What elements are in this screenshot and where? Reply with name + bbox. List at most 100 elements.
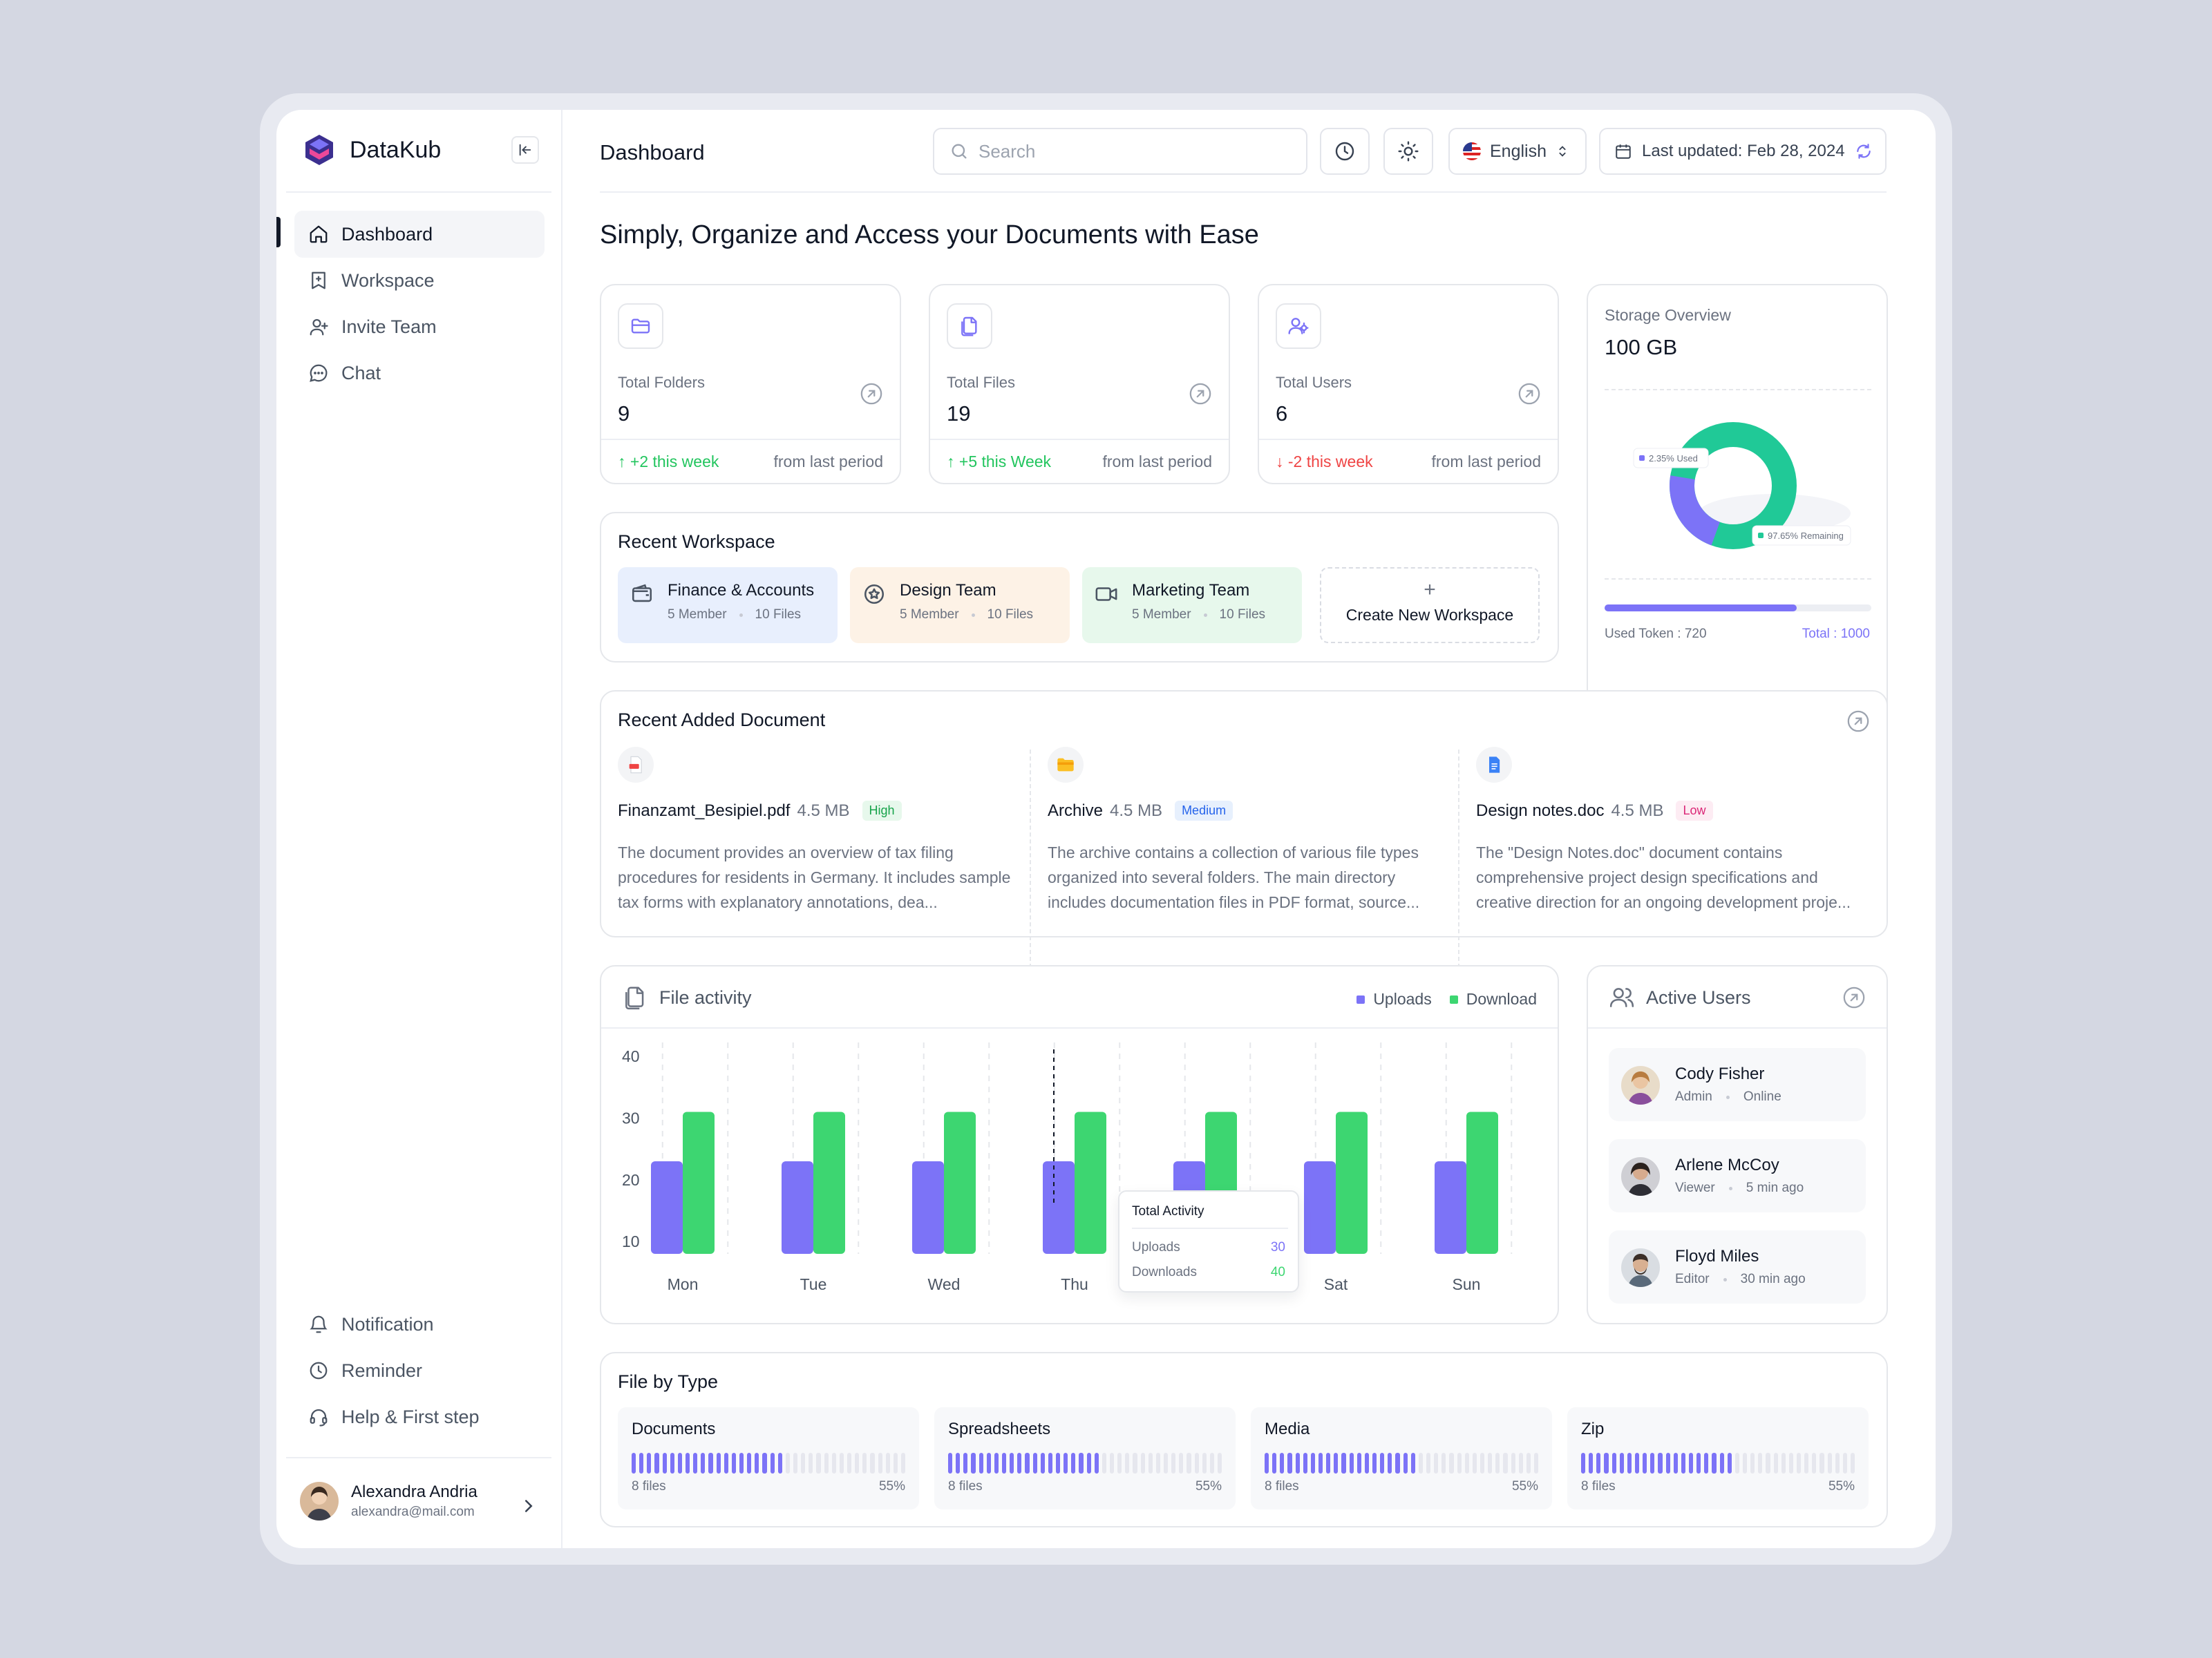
stat-footer: ↓ -2 this week from last period	[1259, 439, 1558, 483]
main-content: Dashboard Search English Last updated: F…	[563, 110, 1936, 1548]
progress-segment	[994, 1453, 999, 1474]
app-name: DataKub	[350, 136, 442, 163]
arrow-up-right-icon[interactable]	[1846, 709, 1870, 733]
workspace-marketing[interactable]: Marketing Team 5 Member 10 Files	[1082, 567, 1302, 643]
bar-download-sat[interactable]	[1336, 1112, 1368, 1254]
progress-segment	[1388, 1453, 1392, 1474]
tooltip-uploads-value: 30	[1270, 1240, 1285, 1255]
document-item[interactable]: Finanzamt_Besipiel.pdf 4.5 MB High The d…	[618, 747, 1019, 915]
priority-badge: Low	[1676, 801, 1713, 821]
progress-segment	[1734, 1453, 1739, 1474]
progress-segment	[1766, 1453, 1770, 1474]
file-type-spreadsheets[interactable]: Spreadsheets 8 files 55%	[934, 1407, 1236, 1509]
file-type-media[interactable]: Media 8 files 55%	[1251, 1407, 1552, 1509]
progress-segment	[1742, 1453, 1748, 1474]
bar-download-thu[interactable]	[1075, 1112, 1106, 1254]
sidebar-item-reminder[interactable]: Reminder	[294, 1347, 545, 1394]
dashboard-headline: Simply, Organize and Access your Documen…	[600, 220, 1259, 249]
x-tick-label: Wed	[928, 1275, 961, 1293]
document-item[interactable]: Archive 4.5 MB Medium The archive contai…	[1048, 747, 1448, 915]
stat-footer: ↑ +5 this Week from last period	[930, 439, 1229, 483]
progress-segment	[1318, 1453, 1323, 1474]
file-activity-title: File activity	[659, 987, 752, 1008]
theme-toggle-button[interactable]	[1383, 128, 1433, 175]
progress-segment	[1449, 1453, 1454, 1474]
logo[interactable]: DataKub	[303, 133, 441, 166]
user-status: 30 min ago	[1740, 1272, 1806, 1286]
priority-badge: Medium	[1175, 801, 1233, 821]
progress-segment	[1750, 1453, 1755, 1474]
user-role: Editor	[1675, 1272, 1710, 1286]
used-label: 2.35% Used	[1649, 453, 1698, 464]
stat-card-users[interactable]: Total Users 6 ↓ -2 this week from last p…	[1258, 284, 1559, 484]
user-name: Floyd Miles	[1675, 1247, 1759, 1266]
bar-download-wed[interactable]	[944, 1112, 976, 1254]
active-user-row[interactable]: Floyd Miles Editor 30 min ago	[1609, 1230, 1866, 1304]
active-user-row[interactable]: Arlene McCoy Viewer 5 min ago	[1609, 1139, 1866, 1212]
sidebar-item-workspace[interactable]: Workspace	[294, 257, 545, 304]
progress-segment	[1781, 1453, 1786, 1474]
active-users-title: Active Users	[1646, 987, 1751, 1008]
tooltip-downloads-label: Downloads	[1132, 1265, 1197, 1279]
file-type-percent: 55%	[878, 1479, 905, 1494]
user-profile[interactable]: Alexandra Andria alexandra@mail.com	[300, 1482, 478, 1521]
sidebar-item-dashboard[interactable]: Dashboard	[294, 211, 545, 258]
last-updated[interactable]: Last updated: Feb 28, 2024	[1599, 128, 1887, 175]
create-workspace-button[interactable]: + Create New Workspace	[1320, 567, 1540, 643]
bar-uploads-tue[interactable]	[782, 1161, 813, 1254]
refresh-icon[interactable]	[1855, 142, 1873, 160]
active-indicator	[276, 217, 281, 247]
search-input[interactable]: Search	[933, 128, 1307, 175]
stat-card-folders[interactable]: Total Folders 9 ↑ +2 this week from last…	[600, 284, 901, 484]
arrow-up-right-icon[interactable]	[1518, 382, 1541, 406]
progress-segment	[1611, 1453, 1616, 1474]
progress-segment	[1658, 1453, 1663, 1474]
workspace-finance[interactable]: Finance & Accounts 5 Member 10 Files	[618, 567, 838, 643]
arrow-up-right-icon[interactable]	[860, 382, 883, 406]
arrow-up-right-icon[interactable]	[1189, 382, 1212, 406]
page-title: Dashboard	[600, 140, 705, 164]
active-user-row[interactable]: Cody Fisher Admin Online	[1609, 1048, 1866, 1121]
language-select[interactable]: English	[1448, 128, 1587, 175]
sidebar-item-chat[interactable]: Chat	[294, 350, 545, 397]
bar-uploads-sun[interactable]	[1435, 1161, 1466, 1254]
arrow-up-right-icon[interactable]	[1842, 986, 1866, 1009]
collapse-sidebar-button[interactable]	[511, 136, 539, 164]
progress-segment	[986, 1453, 991, 1474]
file-type-documents[interactable]: Documents 8 files 55%	[618, 1407, 919, 1509]
progress-segment	[1071, 1453, 1076, 1474]
avatar	[1621, 1066, 1660, 1105]
progress-segment	[1434, 1453, 1439, 1474]
sidebar-item-invite-team[interactable]: Invite Team	[294, 303, 545, 350]
bar-download-sun[interactable]	[1466, 1112, 1498, 1254]
stat-card-files[interactable]: Total Files 19 ↑ +5 this Week from last …	[929, 284, 1230, 484]
file-type-progress	[948, 1453, 1222, 1474]
progress-segment	[1086, 1453, 1091, 1474]
workspace-name: Design Team	[900, 581, 996, 600]
bar-uploads-sat[interactable]	[1304, 1161, 1336, 1254]
sidebar-item-notification[interactable]: Notification	[294, 1301, 545, 1348]
bar-download-tue[interactable]	[813, 1112, 845, 1254]
bar-download-mon[interactable]	[683, 1112, 715, 1254]
chevron-right-icon[interactable]	[518, 1496, 539, 1516]
progress-segment	[1048, 1453, 1052, 1474]
file-type-count: 8 files	[948, 1479, 983, 1494]
document-item[interactable]: Design notes.doc 4.5 MB Low The "Design …	[1476, 747, 1877, 915]
document-icon-wrap	[1048, 747, 1084, 783]
history-button[interactable]	[1320, 128, 1370, 175]
document-size: 4.5 MB	[797, 801, 850, 820]
sidebar-item-label: Workspace	[341, 269, 435, 291]
sidebar-item-help[interactable]: Help & First step	[294, 1393, 545, 1440]
progress-segment	[1850, 1453, 1855, 1474]
bar-uploads-wed[interactable]	[912, 1161, 944, 1254]
bar-uploads-mon[interactable]	[651, 1161, 683, 1254]
bar-uploads-thu[interactable]	[1043, 1161, 1075, 1254]
legend-uploads: Uploads	[1373, 990, 1432, 1008]
progress-segment	[1727, 1453, 1732, 1474]
star-badge-icon	[864, 584, 885, 604]
workspace-design[interactable]: Design Team 5 Member 10 Files	[850, 567, 1070, 643]
tooltip-downloads-value: 40	[1270, 1265, 1285, 1279]
storage-total: 100 GB	[1605, 335, 1678, 359]
stat-value: 9	[618, 401, 630, 426]
file-type-zip[interactable]: Zip 8 files 55%	[1567, 1407, 1869, 1509]
